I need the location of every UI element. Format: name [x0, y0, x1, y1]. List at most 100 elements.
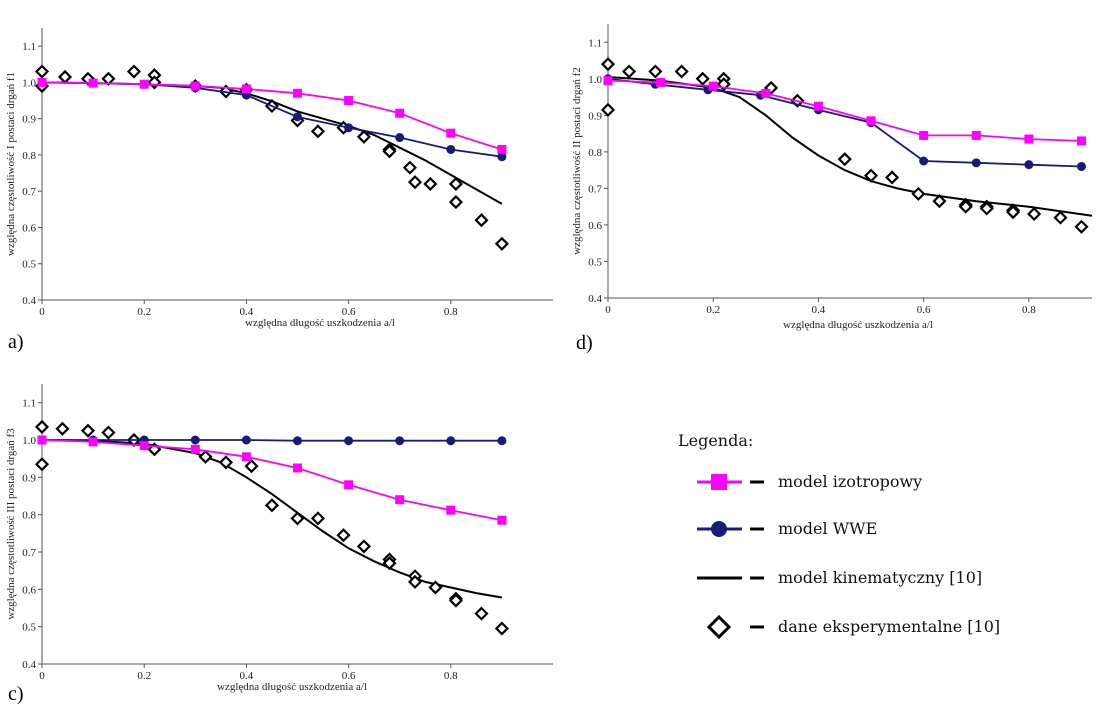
- experimental-point: [310, 511, 325, 526]
- isotropic-point: [344, 96, 354, 106]
- wwe-point: [446, 436, 456, 446]
- panel-label: c): [8, 683, 24, 705]
- legend-label: dane eksperymentalne [10]: [778, 617, 1000, 636]
- y-tick-label: 0.8: [588, 147, 602, 159]
- isotropic-point: [241, 84, 251, 94]
- experimental-point: [448, 593, 463, 608]
- isotropic-point: [603, 76, 613, 86]
- experimental-point: [695, 71, 710, 86]
- series-line-kin: [41, 439, 503, 599]
- experimental-point: [356, 539, 371, 554]
- experimental-point: [57, 69, 73, 85]
- isotropic-point: [139, 79, 149, 89]
- experimental-point: [1053, 210, 1068, 225]
- experimental-point: [382, 144, 397, 159]
- experimental-point: [648, 64, 663, 79]
- wwe-point: [293, 112, 302, 122]
- y-tick-label: 0.6: [22, 222, 36, 234]
- y-tick-label: 0.4: [588, 293, 602, 305]
- wwe-point: [1024, 160, 1034, 170]
- y-tick-label: 0.6: [588, 220, 602, 232]
- experimental-point: [474, 213, 489, 228]
- x-tick-label: 0: [39, 670, 45, 682]
- wwe-point: [395, 133, 405, 143]
- isotropic-point: [446, 128, 456, 138]
- y-axis-label: względna częstotliwość III postaci drgań…: [5, 428, 17, 620]
- isotropic-point: [395, 495, 405, 505]
- y-tick-label: 0.8: [22, 150, 36, 162]
- experimental-point: [310, 124, 325, 139]
- experimental-point: [1074, 219, 1089, 234]
- x-tick-label: 0.4: [240, 306, 254, 318]
- wwe-point: [497, 152, 507, 162]
- experimental-point: [198, 449, 213, 464]
- x-axis-label: względna długość uszkodzenia a/l: [783, 319, 933, 331]
- panel-c: 0.4 0.5 0.6 0.7 0.8 0.9 1.0 1.1 0 0.2 0.4 0.6 0.8 wzg…: [5, 384, 553, 705]
- experimental-point: [80, 423, 96, 438]
- y-tick-label: 0.9: [22, 114, 36, 126]
- x-tick-label: 0.6: [342, 306, 356, 318]
- experimental-point: [290, 511, 305, 526]
- experimental-point: [356, 129, 371, 144]
- x-tick-label: 0: [605, 304, 611, 316]
- experimental-point: [264, 498, 280, 513]
- isotropic-point: [497, 515, 507, 525]
- experimental-point: [101, 425, 116, 440]
- experimental-point: [674, 64, 689, 79]
- experimental-point: [34, 419, 50, 434]
- x-tick-label: 0.8: [444, 670, 458, 682]
- wwe-point: [446, 144, 456, 154]
- experimental-point: [55, 421, 70, 436]
- y-axis-label: względna częstotliwość I postaci drgań f…: [5, 72, 17, 256]
- series-line-izo: [607, 79, 1082, 142]
- y-tick-label: 1.1: [22, 398, 36, 410]
- isotropic-point: [1076, 136, 1086, 146]
- isotropic-point: [446, 505, 456, 515]
- wwe-point: [241, 435, 251, 445]
- legend-symbol-square: [711, 474, 727, 490]
- y-tick-label: 0.5: [588, 256, 602, 268]
- wwe-point: [971, 158, 981, 168]
- y-tick-label: 1.1: [22, 41, 36, 53]
- isotropic-point: [866, 116, 876, 126]
- y-tick-label: 0.6: [22, 584, 36, 596]
- legend-title: Legenda:: [678, 431, 753, 450]
- y-tick-label: 0.5: [22, 622, 36, 634]
- experimental-point: [34, 64, 50, 79]
- isotropic-point: [708, 81, 718, 91]
- experimental-point: [423, 176, 438, 192]
- experimental-point: [885, 170, 900, 185]
- x-tick-label: 0: [39, 306, 45, 318]
- experimental-point: [448, 195, 463, 210]
- series-line-izo: [41, 81, 503, 151]
- x-tick-label: 0.8: [1022, 304, 1036, 316]
- isotropic-point: [971, 130, 981, 140]
- experimental-point: [958, 199, 973, 214]
- experimental-point: [837, 152, 852, 167]
- x-tick-label: 0.2: [137, 670, 151, 682]
- y-tick-label: 1.0: [22, 435, 36, 447]
- experimental-point: [979, 201, 994, 216]
- isotropic-point: [88, 78, 98, 88]
- y-axis-label: względna częstotliwość II postaci drgań …: [571, 67, 583, 255]
- y-tick-label: 0.5: [22, 259, 36, 271]
- y-tick-label: 1.1: [588, 37, 602, 49]
- isotropic-point: [88, 437, 98, 447]
- experimental-point: [600, 57, 616, 72]
- experimental-point: [407, 175, 423, 190]
- isotropic-point: [139, 441, 149, 451]
- series-line-kin: [607, 76, 1093, 217]
- y-tick-label: 0.4: [22, 295, 36, 307]
- experimental-point: [428, 580, 443, 595]
- series-line-wwe: [41, 81, 503, 158]
- y-tick-label: 0.7: [588, 183, 602, 195]
- x-tick-label: 0.8: [444, 306, 458, 318]
- x-axis-label: względna długość uszkodzenia a/l: [245, 317, 395, 329]
- isotropic-point: [37, 77, 47, 87]
- series-line-wwe: [42, 439, 502, 442]
- experimental-point: [1006, 205, 1021, 220]
- y-tick-label: 0.4: [22, 659, 36, 671]
- experimental-point: [448, 176, 463, 192]
- isotropic-point: [344, 480, 354, 490]
- legend-label: model kinematyczny [10]: [778, 568, 982, 587]
